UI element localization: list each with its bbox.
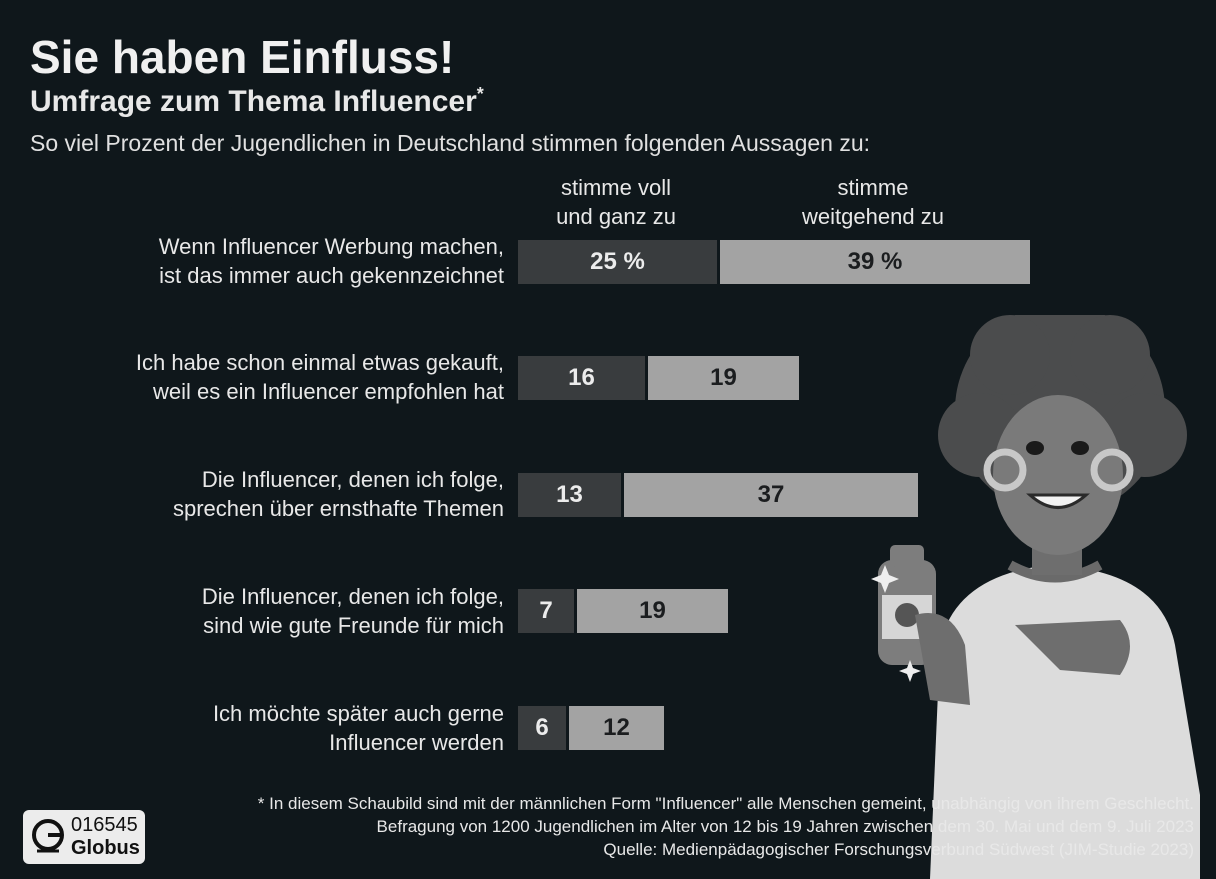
bar-voll-1: 25 % <box>518 240 717 284</box>
legend-series-b: stimme weitgehend zu <box>802 175 944 229</box>
category-label-4: Die Influencer, denen ich folge, sind wie… <box>201 584 504 638</box>
category-label-3: Die Influencer, denen ich folge, sprechen… <box>172 467 504 521</box>
survey-note: Befragung von 1200 Jugendlichen im Alter… <box>376 817 1194 836</box>
woman-illustration-icon <box>871 315 1200 879</box>
category-label-1: Wenn Influencer Werbung machen, ist das i… <box>158 234 504 288</box>
bar-weitgehend-1: 39 % <box>720 240 1030 284</box>
source-note: Quelle: Medienpädagogischer Forschungsve… <box>603 840 1194 859</box>
bar-voll-2: 16 <box>518 356 645 400</box>
logo-brand: Globus <box>71 837 140 859</box>
globus-logo: 016545 Globus <box>23 810 145 864</box>
bar-weitgehend-2: 19 <box>648 356 799 400</box>
logo-code: 016545 <box>71 814 138 836</box>
chart-intro: So viel Prozent der Jugendlichen in Deut… <box>30 130 871 156</box>
bar-weitgehend-4: 19 <box>577 589 728 633</box>
bar-weitgehend-5: 12 <box>569 706 664 750</box>
globe-logo-icon <box>32 819 64 853</box>
category-label-5: Ich möchte später auch gerne Influencer w… <box>212 701 504 755</box>
category-label-2: Ich habe schon einmal etwas gekauft, weil… <box>135 350 504 404</box>
footnote: * In diesem Schaubild sind mit der männl… <box>257 794 1194 813</box>
bar-weitgehend-3: 37 <box>624 473 918 517</box>
bar-voll-4: 7 <box>518 589 574 633</box>
legend-series-a: stimme voll und ganz zu <box>556 175 676 229</box>
bar-voll-3: 13 <box>518 473 621 517</box>
chart-subtitle: Umfrage zum Thema Influencer* <box>30 84 484 118</box>
chart-title: Sie haben Einfluss! <box>30 31 455 83</box>
bar-voll-5: 6 <box>518 706 566 750</box>
